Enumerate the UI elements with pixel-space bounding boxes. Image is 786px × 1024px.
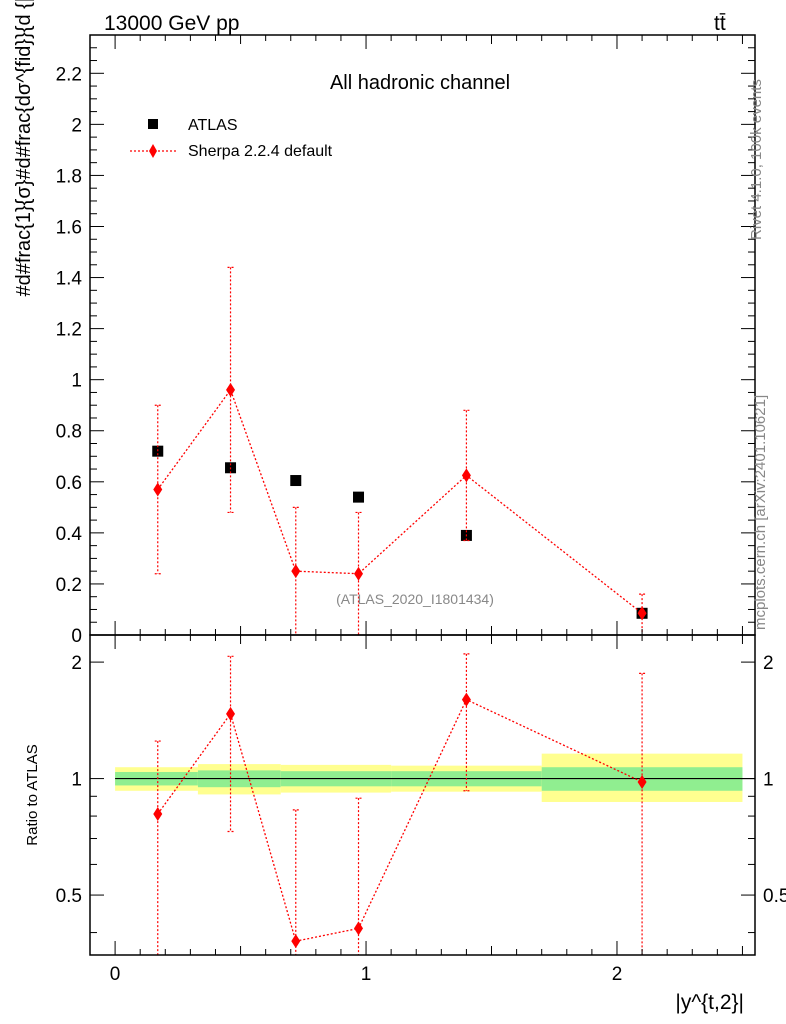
sherpa-data-point xyxy=(637,606,647,621)
sherpa-data-point xyxy=(461,468,471,483)
legend-sherpa-label: Sherpa 2.2.4 default xyxy=(188,143,333,160)
legend: ATLAS Sherpa 2.2.4 default xyxy=(130,117,333,160)
main-y-tick-label: 2 xyxy=(71,115,82,136)
ratio-sherpa-data-point xyxy=(461,692,471,707)
atlas-data-point xyxy=(353,491,365,503)
ratio-y-tick-label-left: 2 xyxy=(71,653,82,674)
header-final-state-label: tt̄ xyxy=(714,12,726,35)
ratio-sherpa-data-point xyxy=(354,921,364,936)
analysis-watermark: (ATLAS_2020_I1801434) xyxy=(336,591,494,607)
atlas-data-point xyxy=(290,475,302,487)
legend-atlas-label: ATLAS xyxy=(188,117,238,134)
main-y-tick-label: 1 xyxy=(71,371,82,392)
ratio-plot-frame xyxy=(89,634,756,956)
main-y-tick-label: 2.2 xyxy=(56,64,82,85)
main-y-tick-label: 1.2 xyxy=(56,320,82,341)
sherpa-data-point xyxy=(291,564,301,579)
ratio-sherpa-data-point xyxy=(226,706,236,721)
ratio-sherpa-data-point xyxy=(637,774,647,789)
sherpa-data-point xyxy=(354,566,364,581)
ratio-sherpa-data-point xyxy=(291,934,301,949)
main-y-tick-label: 0.2 xyxy=(56,575,82,596)
x-tick-label: 0 xyxy=(110,964,121,985)
main-y-tick-label: 0.6 xyxy=(56,473,82,494)
x-axis-label: |y^{t,2}| xyxy=(675,991,744,1014)
ratio-plot-area: 0 1 2 0.5 0.5 1 1 2 2 xyxy=(56,634,786,985)
legend-atlas-marker xyxy=(148,119,158,129)
rivet-version-label: Rivet 4.1.0, 100k events xyxy=(748,79,765,240)
main-y-tick-label: 0 xyxy=(71,626,82,647)
ratio-y-tick-label-right: 2 xyxy=(763,653,774,674)
main-y-tick-label: 1.8 xyxy=(56,166,82,187)
sherpa-data-point xyxy=(153,482,163,497)
main-y-tick-label: 1.6 xyxy=(56,217,82,238)
main-y-tick-label: 0.4 xyxy=(56,524,83,545)
main-title: All hadronic channel xyxy=(330,72,510,94)
main-y-tick-label: 1.4 xyxy=(56,269,83,290)
sherpa-data-point xyxy=(226,382,236,397)
ratio-sherpa-data-point xyxy=(153,806,163,821)
mcplots-credit-label: mcplots.cern.ch [arXiv:2401.10621] xyxy=(752,395,769,630)
x-tick-label: 1 xyxy=(361,964,372,985)
ratio-y-tick-label-right: 0.5 xyxy=(763,886,786,907)
x-tick-label: 2 xyxy=(612,964,623,985)
header-process-label: 13000 GeV pp xyxy=(104,12,239,35)
sherpa-line xyxy=(157,388,643,614)
ratio-sherpa-line xyxy=(157,698,643,942)
ratio-y-tick-label-left: 0.5 xyxy=(56,886,82,907)
main-plot-area: 0 0.2 0.4 0.6 0.8 1 1.2 1.4 1.6 1.8 2 2.2 xyxy=(56,34,756,647)
legend-sherpa-marker xyxy=(149,144,157,158)
ratio-y-axis-label: Ratio to ATLAS xyxy=(24,744,41,845)
ratio-y-tick-label-right: 1 xyxy=(763,770,774,791)
main-y-axis-label: #d#frac{1}{σ}#d#frac{dσ^{fid}}{d {|y^{t,… xyxy=(13,0,35,297)
main-y-tick-label: 0.8 xyxy=(56,422,82,443)
ratio-y-tick-label-left: 1 xyxy=(71,770,82,791)
